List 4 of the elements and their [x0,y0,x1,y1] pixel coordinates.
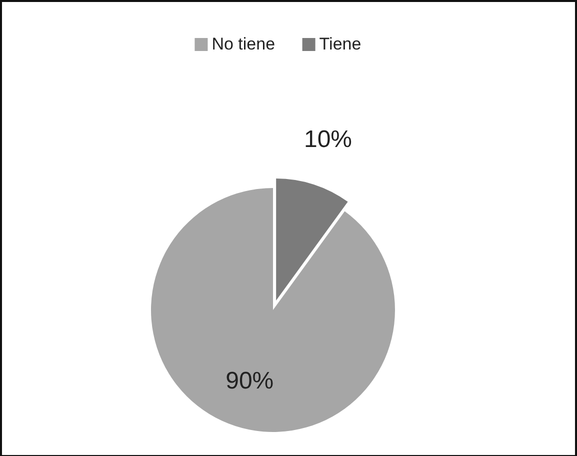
data-label: 10% [304,126,352,154]
legend-label: No tiene [212,34,276,54]
legend-label: Tiene [319,34,362,54]
data-label: 90% [226,367,274,394]
